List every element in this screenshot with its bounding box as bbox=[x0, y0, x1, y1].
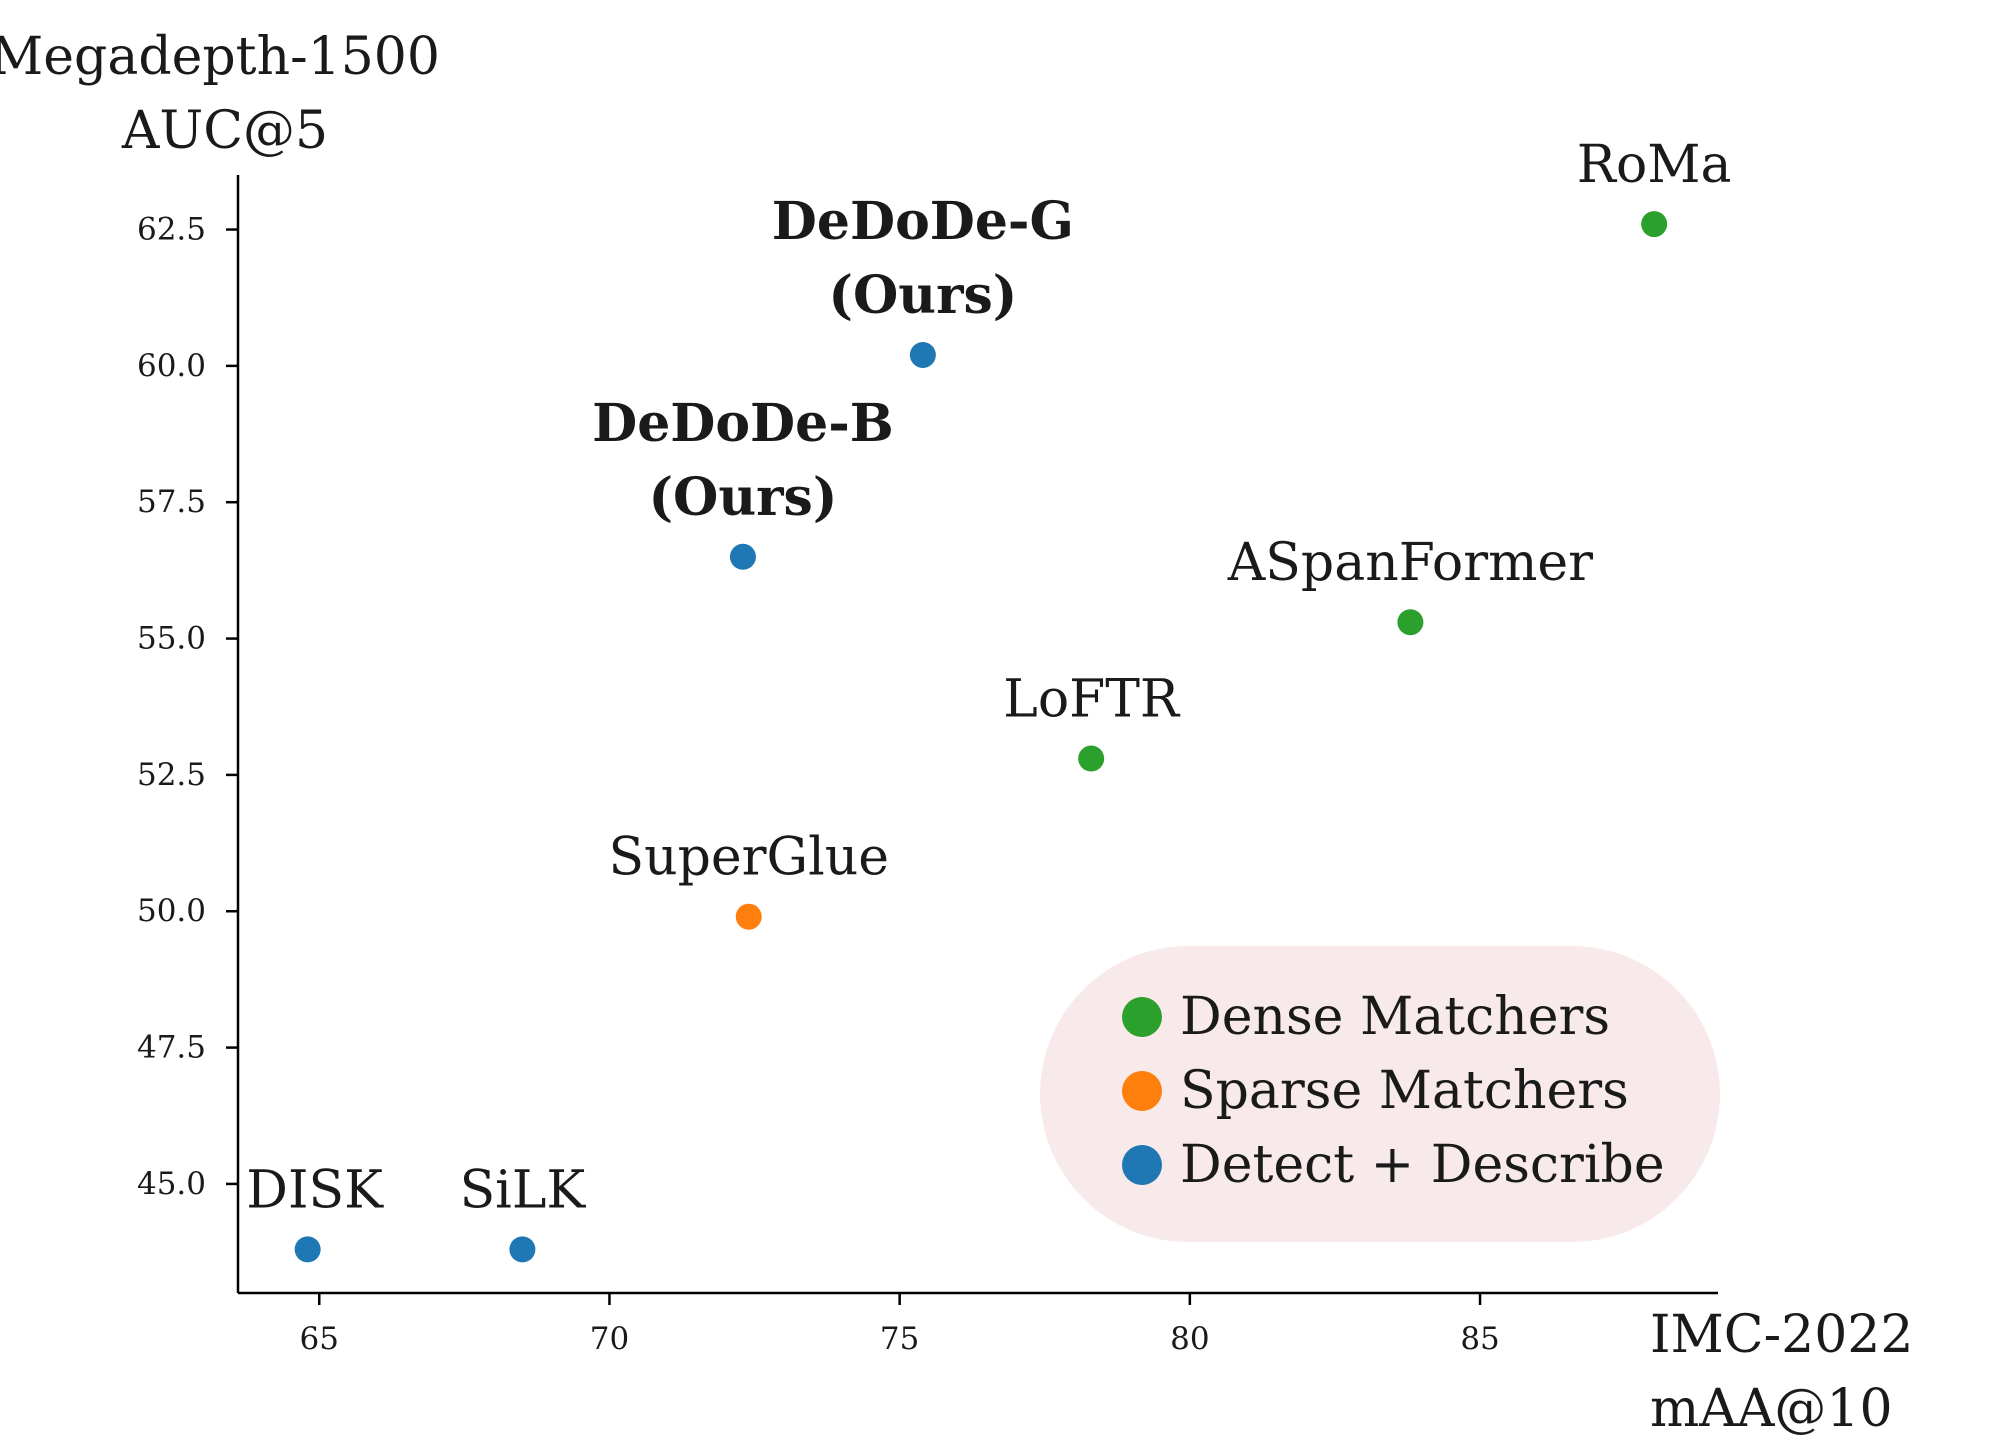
legend-marker bbox=[1122, 1145, 1162, 1185]
legend-marker bbox=[1122, 1071, 1162, 1111]
point-label: RoMa bbox=[1577, 135, 1732, 195]
x-tick-label: 75 bbox=[880, 1321, 919, 1357]
legend-box bbox=[1040, 946, 1720, 1242]
y-axis-title: Megadepth-1500 bbox=[0, 27, 440, 87]
x-tick-label: 85 bbox=[1460, 1321, 1499, 1357]
axes bbox=[236, 175, 1718, 1295]
point-label: SuperGlue bbox=[609, 828, 889, 888]
data-point bbox=[909, 341, 936, 368]
data-point bbox=[729, 543, 756, 570]
ticks: 45.0 47.5 50.0 52.5 55.0 57.5 60.0 62.5 65 70 75 80… bbox=[137, 212, 1500, 1357]
y-tick-label: 62.5 bbox=[137, 212, 206, 248]
data-point bbox=[509, 1236, 536, 1263]
point-label: DISK bbox=[246, 1160, 384, 1220]
point-label: LoFTR bbox=[1003, 670, 1181, 730]
point-label: ASpanFormer bbox=[1227, 533, 1593, 593]
point-label: (Ours) bbox=[828, 265, 1017, 326]
y-tick-label: 55.0 bbox=[137, 621, 206, 657]
legend-label: Dense Matchers bbox=[1180, 987, 1610, 1047]
y-tick-label: 57.5 bbox=[137, 484, 206, 520]
x-axis-title: mAA@10 bbox=[1650, 1379, 1893, 1439]
legend-marker bbox=[1122, 997, 1162, 1037]
data-point bbox=[1397, 609, 1424, 636]
legend: Dense Matchers Sparse Matchers Detect + De… bbox=[1040, 946, 1720, 1242]
x-tick-label: 80 bbox=[1170, 1321, 1209, 1357]
y-tick-label: 47.5 bbox=[137, 1030, 206, 1066]
x-tick-label: 65 bbox=[300, 1321, 339, 1357]
data-point bbox=[294, 1236, 321, 1263]
legend-label: Detect + Describe bbox=[1180, 1135, 1665, 1195]
point-label: SiLK bbox=[460, 1160, 587, 1220]
y-tick-label: 50.0 bbox=[137, 893, 206, 929]
data-point bbox=[1641, 211, 1668, 238]
x-tick-label: 70 bbox=[590, 1321, 629, 1357]
y-tick-label: 45.0 bbox=[137, 1166, 206, 1202]
y-axis-title: AUC@5 bbox=[121, 101, 328, 161]
data-point bbox=[1078, 745, 1105, 772]
point-label: DeDoDe-G bbox=[772, 191, 1074, 252]
y-tick-label: 60.0 bbox=[137, 348, 206, 384]
point-labels: DISK SiLK SuperGlue DeDoDe-B (Ours) DeDoDe-G (… bbox=[246, 135, 1731, 1220]
point-label: (Ours) bbox=[648, 467, 837, 528]
data-point bbox=[735, 903, 762, 930]
axis-titles: Megadepth-1500 AUC@5 IMC-2022 mAA@10 bbox=[0, 27, 1913, 1439]
point-label: DeDoDe-B bbox=[592, 393, 894, 454]
y-tick-label: 52.5 bbox=[137, 757, 206, 793]
legend-label: Sparse Matchers bbox=[1180, 1061, 1629, 1121]
x-axis-title: IMC-2022 bbox=[1650, 1305, 1913, 1365]
data-points bbox=[294, 211, 1668, 1263]
